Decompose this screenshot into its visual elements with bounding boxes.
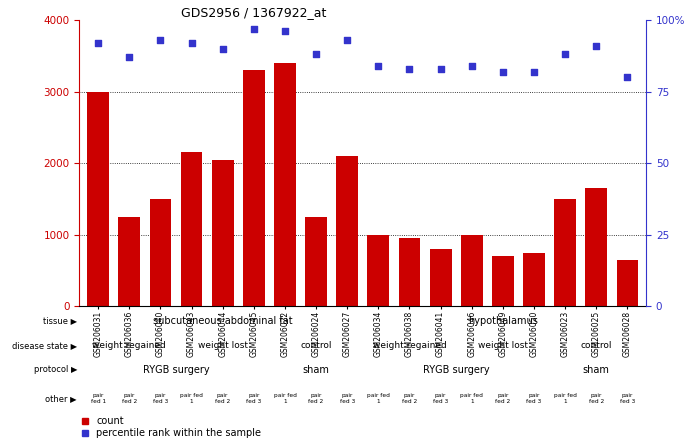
Text: pair
fed 2: pair fed 2 — [122, 393, 137, 404]
Text: weight lost: weight lost — [198, 341, 247, 350]
Bar — [149, 199, 171, 306]
Text: pair
fed 3: pair fed 3 — [620, 393, 635, 404]
Bar — [337, 156, 358, 306]
Text: weight lost: weight lost — [478, 341, 528, 350]
Point — [248, 25, 259, 32]
Text: pair fed
1: pair fed 1 — [553, 393, 576, 404]
Text: weight regained: weight regained — [372, 341, 446, 350]
Text: pair
fed 1: pair fed 1 — [91, 393, 106, 404]
Bar — [118, 217, 140, 306]
Text: control: control — [301, 341, 332, 350]
Point — [404, 65, 415, 72]
Text: tissue ▶: tissue ▶ — [43, 316, 77, 325]
Point — [529, 68, 540, 75]
Point — [560, 51, 571, 58]
Bar — [554, 199, 576, 306]
Point — [341, 36, 352, 44]
Point — [93, 40, 104, 47]
Text: count: count — [97, 416, 124, 426]
Text: pair
fed 3: pair fed 3 — [153, 393, 168, 404]
Text: subcutaneous abdominal fat: subcutaneous abdominal fat — [153, 316, 292, 326]
Bar — [492, 256, 514, 306]
Text: pair fed
1: pair fed 1 — [367, 393, 390, 404]
Text: pair
fed 2: pair fed 2 — [589, 393, 604, 404]
Point — [591, 42, 602, 49]
Text: pair
fed 2: pair fed 2 — [308, 393, 323, 404]
Text: RYGB surgery: RYGB surgery — [142, 365, 209, 375]
Text: pair fed
1: pair fed 1 — [460, 393, 483, 404]
Bar — [368, 235, 389, 306]
Point — [217, 45, 228, 52]
Bar — [399, 238, 420, 306]
Text: pair
fed 2: pair fed 2 — [495, 393, 511, 404]
Text: protocol ▶: protocol ▶ — [34, 365, 77, 374]
Text: GDS2956 / 1367922_at: GDS2956 / 1367922_at — [182, 6, 327, 19]
Text: RYGB surgery: RYGB surgery — [423, 365, 489, 375]
Bar — [180, 152, 202, 306]
Bar — [523, 253, 545, 306]
Text: hypothalamus: hypothalamus — [468, 316, 538, 326]
Bar — [585, 188, 607, 306]
Point — [186, 40, 197, 47]
Text: pair fed
1: pair fed 1 — [180, 393, 203, 404]
Bar — [87, 91, 109, 306]
Text: pair fed
1: pair fed 1 — [274, 393, 296, 404]
Point — [498, 68, 509, 75]
Bar — [430, 249, 451, 306]
Point — [435, 65, 446, 72]
Text: pair
fed 3: pair fed 3 — [527, 393, 542, 404]
Point — [279, 28, 290, 35]
Bar — [616, 260, 638, 306]
Text: control: control — [580, 341, 612, 350]
Text: other ▶: other ▶ — [46, 394, 77, 403]
Text: weight regained: weight regained — [93, 341, 166, 350]
Text: pair
fed 2: pair fed 2 — [215, 393, 230, 404]
Point — [622, 74, 633, 81]
Point — [310, 51, 321, 58]
Bar — [243, 70, 265, 306]
Text: sham: sham — [583, 365, 609, 375]
Text: pair
fed 3: pair fed 3 — [246, 393, 261, 404]
Text: pair
fed 3: pair fed 3 — [433, 393, 448, 404]
Bar — [211, 159, 234, 306]
Point — [373, 62, 384, 69]
Text: sham: sham — [303, 365, 330, 375]
Point — [155, 36, 166, 44]
Bar — [274, 63, 296, 306]
Bar — [461, 235, 482, 306]
Text: pair
fed 2: pair fed 2 — [402, 393, 417, 404]
Point — [124, 54, 135, 61]
Point — [466, 62, 477, 69]
Text: pair
fed 3: pair fed 3 — [339, 393, 355, 404]
Bar — [305, 217, 327, 306]
Text: disease state ▶: disease state ▶ — [12, 341, 77, 350]
Text: percentile rank within the sample: percentile rank within the sample — [97, 428, 261, 438]
